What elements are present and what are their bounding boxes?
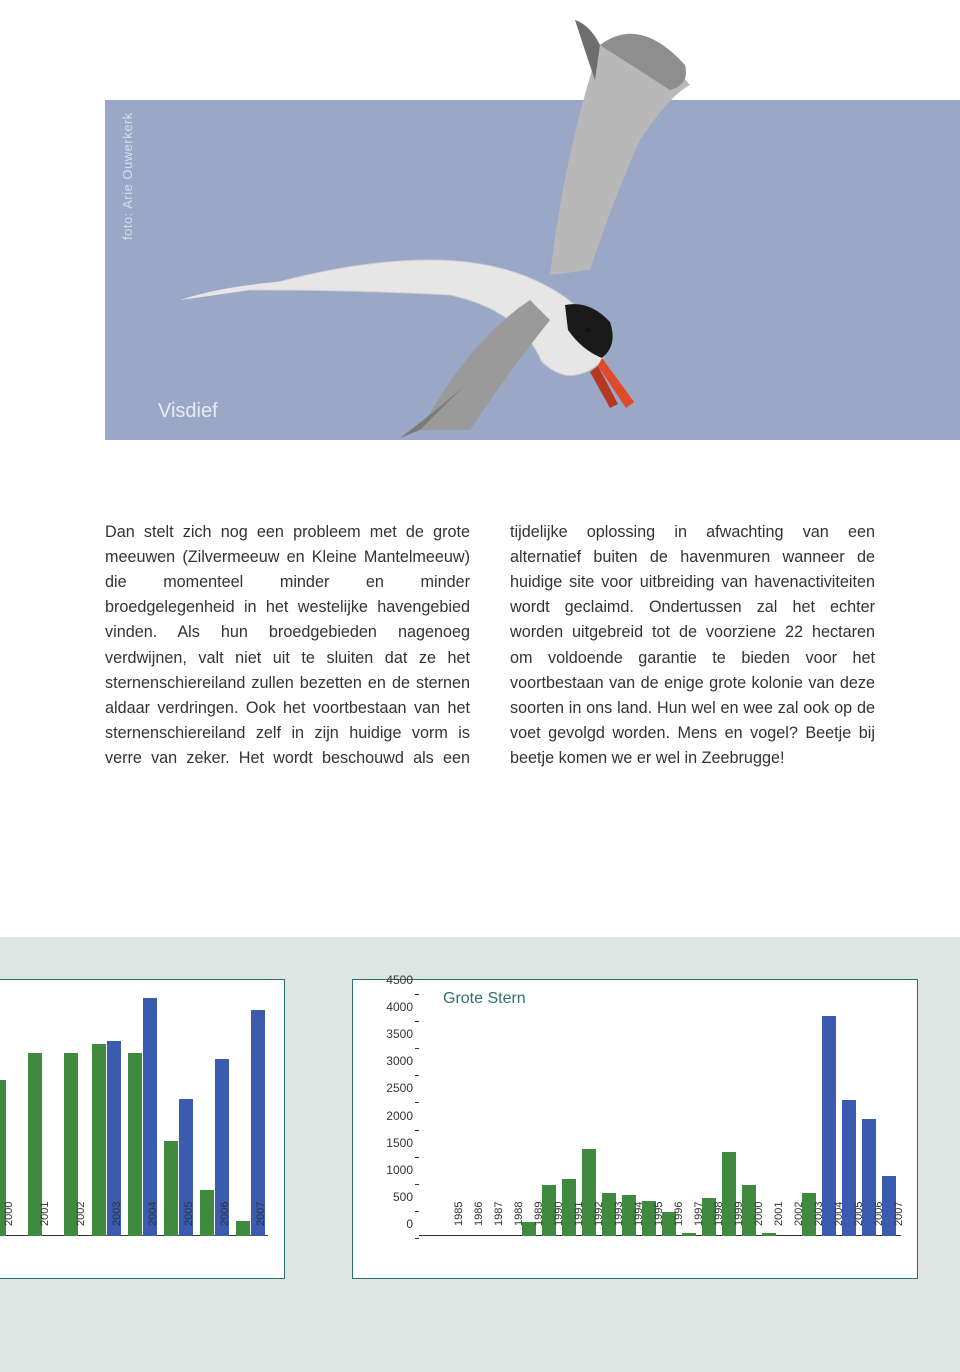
chart-grote-stern: Grote Stern 0500100015002000250030003500… <box>352 979 918 1279</box>
chart-ytick: 4500 <box>363 973 413 987</box>
chart-xlabel: 2002 <box>793 1202 805 1226</box>
chart-xlabel: 1989 <box>533 1202 545 1226</box>
chart-xlabel: 2004 <box>147 1202 159 1226</box>
chart-xlabel: 2007 <box>893 1202 905 1226</box>
chart-xlabel: 1999 <box>733 1202 745 1226</box>
chart-ytick: 2500 <box>363 1081 413 1095</box>
chart-xlabel: 1995 <box>653 1202 665 1226</box>
chart-ytick: 3500 <box>363 1027 413 1041</box>
chart-xlabel: 2005 <box>853 1202 865 1226</box>
chart-bar <box>762 1233 776 1236</box>
chart-bar <box>143 998 157 1236</box>
chart-xlabel: 1988 <box>513 1202 525 1226</box>
photo-credit: foto: Arie Ouwerkerk <box>120 112 135 240</box>
chart-bar <box>200 1190 214 1236</box>
chart-xlabel: 1985 <box>453 1202 465 1226</box>
chart-xlabel: 1991 <box>573 1202 585 1226</box>
chart-xlabel: 2004 <box>833 1202 845 1226</box>
bird-illustration <box>170 0 810 440</box>
article-body: Dan stelt zich nog een probleem met de g… <box>105 520 875 771</box>
chart-ytick: 1500 <box>363 1136 413 1150</box>
chart-xlabel: 1990 <box>553 1202 565 1226</box>
chart-xlabel: 2006 <box>873 1202 885 1226</box>
chart-bar <box>164 1141 178 1236</box>
chart-xlabel: 1994 <box>633 1202 645 1226</box>
chart-ytick: 3000 <box>363 1054 413 1068</box>
chart-xlabel: 2000 <box>753 1202 765 1226</box>
chart-xlabel: 2003 <box>111 1202 123 1226</box>
chart-xlabel: 1996 <box>673 1202 685 1226</box>
chart-ytick: 0 <box>363 1217 413 1231</box>
chart-ytick: 1000 <box>363 1163 413 1177</box>
chart-xlabel: 2000 <box>3 1202 15 1226</box>
chart-xlabel: 2005 <box>183 1202 195 1226</box>
chart-xlabel: 1986 <box>473 1202 485 1226</box>
chart-xlabel: 1998 <box>713 1202 725 1226</box>
chart-xlabel: 1992 <box>593 1202 605 1226</box>
chart-bar <box>682 1233 696 1236</box>
chart-bar <box>92 1044 106 1236</box>
chart-xlabel: 2001 <box>773 1202 785 1226</box>
chart-ytick: 2000 <box>363 1109 413 1123</box>
chart-ytick: 4000 <box>363 1000 413 1014</box>
chart-xlabel: 2007 <box>255 1202 267 1226</box>
chart-bar <box>128 1053 142 1236</box>
chart-xlabel: 2003 <box>813 1202 825 1226</box>
chart-xlabel: 2002 <box>75 1202 87 1226</box>
chart-ytick: 500 <box>363 1190 413 1204</box>
chart-xlabel: 2001 <box>39 1202 51 1226</box>
chart-xlabel: 1997 <box>693 1202 705 1226</box>
chart-left-partial: 1996199719981999200020012002200320042005… <box>0 979 285 1279</box>
chart-xlabel: 1987 <box>493 1202 505 1226</box>
chart-xlabel: 2006 <box>219 1202 231 1226</box>
chart-xlabel: 1993 <box>613 1202 625 1226</box>
chart-bar <box>236 1221 250 1236</box>
